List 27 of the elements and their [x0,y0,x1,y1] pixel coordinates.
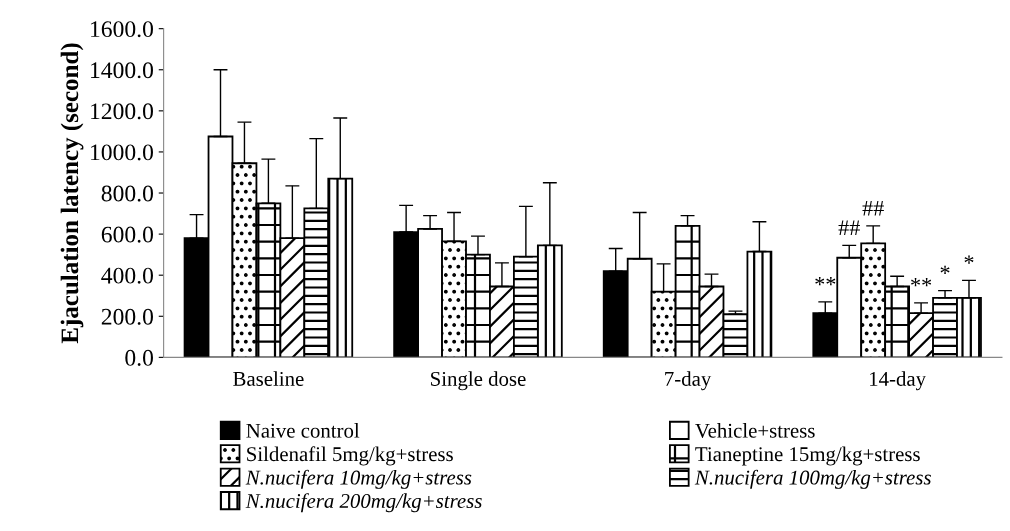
annotation: ** [815,277,836,286]
x-tick-label: Single dose [431,371,526,391]
y-tick-label: 1000.0 [91,144,153,161]
x-tick-label: 7-day [665,371,712,391]
y-tick-label: 800.0 [101,185,153,202]
annotation: * [940,265,950,274]
y-tick-label: 0.0 [125,349,153,366]
legend-label: Tianeptine 15mg/kg+stress [695,446,920,466]
y-axis-title: Ejaculation latency (second) [60,43,84,344]
annotation: * [964,255,974,264]
legend-label: N.nucifera 100mg/kg+stress [694,469,931,489]
legend-label: N.nucifera 200mg/kg+stress [245,493,482,513]
y-tick-label: 400.0 [101,267,153,284]
legend-label: Naive control [246,423,360,438]
x-tick-label: 14-day [870,371,926,391]
y-tick-label: 1200.0 [91,103,153,120]
annotation: ## [838,220,860,236]
y-tick-label: 1400.0 [91,62,153,79]
annotation: ## [862,201,884,216]
y-tick-label: 600.0 [101,226,153,243]
legend-label: Sildenafil 5mg/kg+stress [247,446,453,466]
annotation: ** [911,278,932,287]
y-tick-label: 1600.0 [91,21,153,38]
y-tick-label: 200.0 [101,308,153,325]
legend-label: N.nucifera 10mg/kg+stress [245,469,472,489]
legend-label: Vehicle+stress [695,423,815,438]
x-tick-label: Baseline [233,371,304,386]
